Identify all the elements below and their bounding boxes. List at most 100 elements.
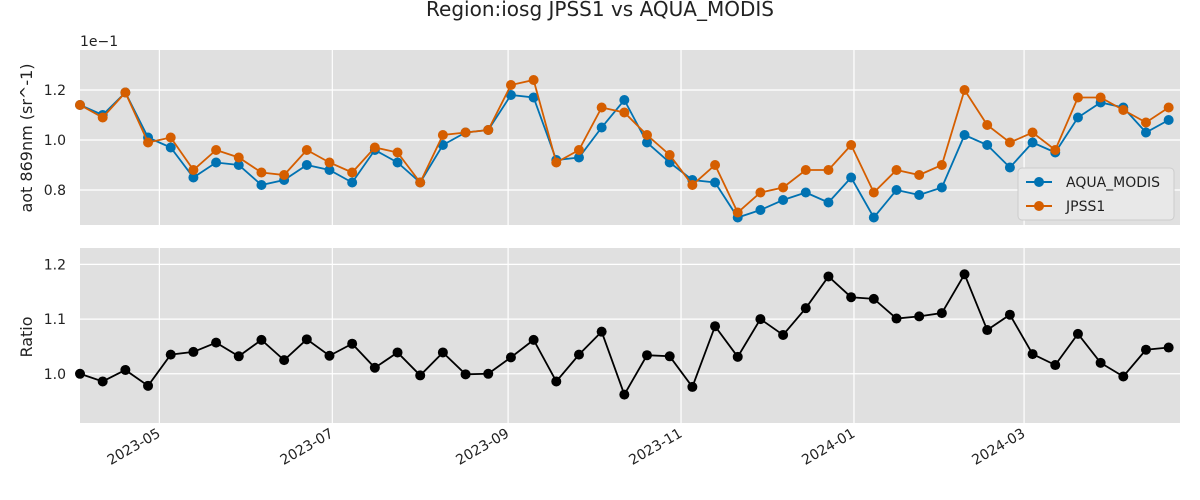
top-data-point [1004, 162, 1015, 173]
top-data-point [687, 180, 698, 190]
bottom-y-axis-label: Ratio [17, 316, 36, 357]
x-tick-label: 2023-05 [105, 426, 164, 469]
top-data-point [891, 165, 902, 175]
bottom-data-point [505, 352, 516, 363]
top-data-point [301, 160, 312, 170]
top-data-point [959, 85, 970, 95]
bottom-data-point [437, 347, 448, 358]
top-data-point [710, 160, 721, 170]
top-data-point [846, 172, 857, 183]
top-data-point [1004, 137, 1015, 148]
top-data-point [755, 205, 766, 215]
bottom-y-tick-label: 1.2 [44, 257, 66, 273]
top-data-point [256, 180, 267, 190]
top-data-point [301, 145, 312, 155]
bottom-data-point [778, 329, 789, 340]
top-data-point [778, 195, 789, 205]
bottom-data-point [143, 380, 154, 391]
top-data-point [664, 157, 675, 168]
legend-label-aqua: AQUA_MODIS [1066, 175, 1160, 191]
top-offset-text: 1e−1 [80, 34, 118, 50]
x-tick-labels: 2023-05 2023-07 2023-09 2023-11 2024-01 2024-… [105, 426, 1028, 469]
top-data-point [573, 145, 584, 155]
bottom-data-point [211, 337, 222, 348]
top-plot-area [80, 50, 1180, 225]
chart-title: Region:iosg JPSS1 vs AQUA_MODIS [426, 0, 774, 21]
top-data-point [800, 165, 811, 175]
top-data-point [619, 95, 630, 105]
top-data-point [437, 140, 448, 150]
top-data-point [437, 130, 448, 140]
top-data-point [460, 127, 471, 138]
bottom-data-point [914, 311, 925, 322]
top-data-point [1095, 92, 1106, 103]
bottom-data-point [664, 351, 675, 362]
top-data-point [914, 170, 925, 180]
top-data-point [868, 212, 879, 223]
bottom-data-point [755, 314, 766, 325]
top-data-point [596, 122, 607, 133]
top-data-point [347, 167, 358, 178]
top-data-point [755, 187, 766, 198]
bottom-data-point [710, 321, 721, 332]
top-data-point [1050, 145, 1061, 155]
bottom-data-point [1050, 360, 1061, 371]
bottom-data-point [97, 376, 108, 387]
top-data-point [982, 140, 993, 150]
bottom-data-point [75, 368, 85, 379]
bottom-data-point [1163, 342, 1174, 353]
top-data-point [1118, 105, 1129, 115]
bottom-data-point [619, 389, 630, 400]
bottom-data-point [959, 269, 970, 280]
bottom-panel: 1.01.11.2 Ratio 2023-05 2023-07 2023-09 202… [17, 248, 1180, 469]
top-data-point [528, 92, 539, 103]
top-gridlines [80, 50, 1180, 225]
top-y-tick-labels: 0.8 1.0 1.2 [44, 83, 66, 199]
top-data-point [483, 125, 494, 135]
top-data-point [233, 152, 244, 163]
top-data-point [1027, 137, 1038, 148]
top-data-point [642, 130, 653, 140]
bottom-y-tick-label: 1.1 [44, 312, 66, 328]
top-y-tick-label: 1.0 [44, 133, 66, 149]
top-data-point [1163, 115, 1174, 125]
bottom-data-point [392, 347, 403, 358]
bottom-y-tick-labels: 1.0 1.1 1.2 [44, 257, 66, 382]
top-data-point [823, 165, 834, 175]
bottom-data-point [120, 364, 131, 375]
bottom-plot-area [80, 248, 1180, 423]
bottom-data-point [279, 355, 290, 366]
top-data-point [120, 87, 131, 98]
bottom-data-point [347, 338, 358, 349]
top-data-point [324, 157, 335, 168]
top-data-point [891, 185, 902, 195]
bottom-data-point [868, 293, 879, 304]
top-data-point [1072, 92, 1083, 103]
bottom-data-point [460, 369, 471, 380]
top-data-point [392, 157, 403, 168]
bottom-data-point [596, 326, 607, 337]
top-data-point [1140, 127, 1151, 138]
bottom-data-point [188, 346, 199, 357]
top-data-point [982, 120, 993, 130]
top-data-point [778, 182, 789, 193]
x-tick-label: 2023-07 [278, 426, 337, 469]
bottom-data-point [800, 303, 811, 314]
bottom-data-point [415, 370, 426, 381]
legend: AQUA_MODIS JPSS1 [1017, 167, 1175, 221]
bottom-data-point [1140, 344, 1151, 355]
top-y-axis-label: aot 869nm (sr^-1) [17, 63, 36, 212]
top-data-point [347, 177, 358, 188]
top-data-point [188, 172, 199, 183]
x-tick-label: 2024-01 [799, 426, 858, 469]
top-data-point [211, 145, 222, 155]
bottom-data-point [891, 313, 902, 324]
legend-marker-jpss1 [1034, 201, 1044, 211]
top-data-point [1140, 117, 1151, 128]
bottom-data-point [1072, 328, 1083, 339]
top-data-point [1163, 102, 1174, 113]
top-data-point [75, 100, 85, 110]
bottom-data-point [256, 334, 267, 345]
top-data-point [914, 190, 925, 200]
legend-box [1017, 167, 1175, 221]
